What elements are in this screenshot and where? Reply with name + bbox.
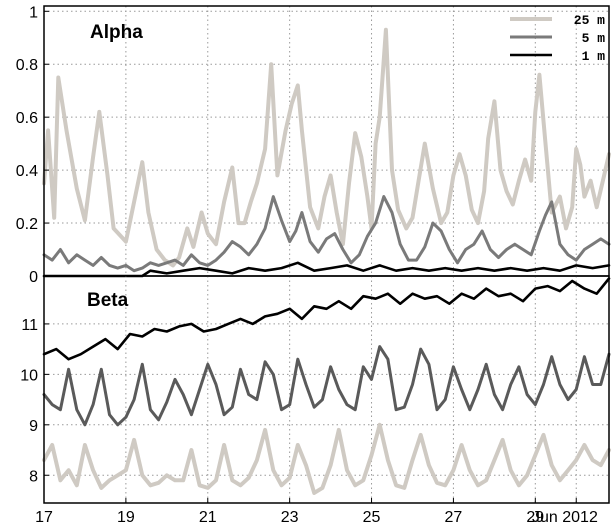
x-tick-label: 29 [526, 509, 544, 526]
beta-y-tick-label: 11 [21, 317, 38, 334]
beta-panel-title: Beta [87, 290, 129, 311]
alpha-y-tick-label: 0.2 [16, 216, 38, 233]
alpha-y-tick-label: 1 [29, 4, 38, 21]
beta-y-ticks: 8 9 10 11 [20, 317, 49, 485]
beta-series-5m [42, 345, 611, 427]
x-tick-label: 25 [363, 509, 381, 526]
x-tick-label: 27 [445, 509, 463, 526]
legend-label: 5 m [582, 31, 606, 46]
x-tick-label: 19 [117, 509, 135, 526]
beta-y-tick-label: 10 [20, 367, 38, 384]
x-tick-label: 17 [35, 509, 53, 526]
legend: 25 m 5 m 1 m [510, 13, 605, 64]
alpha-series-1m [42, 261, 611, 278]
beta-series-25m [42, 422, 611, 495]
alpha-y-tick-label: 0.8 [16, 57, 38, 74]
alpha-y-ticks: 0 0.2 0.4 0.6 0.8 1 [16, 4, 49, 286]
legend-label: 1 m [582, 49, 606, 64]
beta-y-tick-label: 9 [29, 418, 38, 435]
beta-series-1m [42, 277, 611, 361]
x-tick-label: 23 [281, 509, 299, 526]
alpha-panel-title: Alpha [90, 22, 143, 43]
alpha-series-group [42, 27, 611, 278]
beta-series-group [42, 277, 611, 495]
beta-y-tick-label: 8 [29, 468, 38, 485]
x-tick-label: Jun 2012 [532, 509, 598, 526]
beta-axes-frame [43, 275, 610, 504]
alpha-y-tick-label: 0.6 [16, 110, 38, 127]
x-tick-label: 21 [199, 509, 217, 526]
alpha-series-5m [42, 195, 611, 273]
alpha-y-tick-label: 0.4 [16, 163, 38, 180]
alpha-series-25m [42, 27, 611, 268]
alpha-y-tick-label: 0 [29, 269, 38, 286]
legend-label: 25 m [574, 13, 605, 28]
